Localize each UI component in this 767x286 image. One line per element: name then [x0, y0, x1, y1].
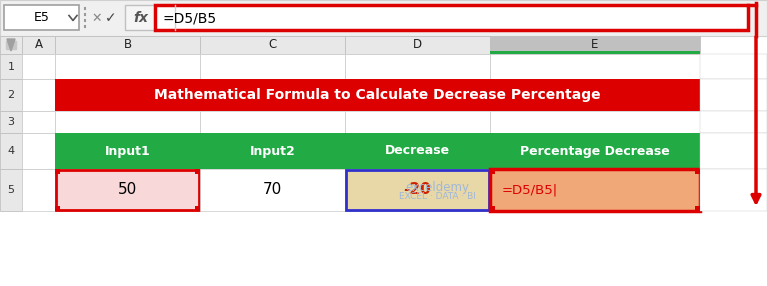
Text: B: B — [123, 39, 132, 51]
Bar — [345, 133, 490, 169]
Bar — [345, 111, 490, 133]
Bar — [490, 51, 700, 54]
Text: fx: fx — [133, 11, 148, 25]
Text: C: C — [268, 39, 277, 51]
Text: D: D — [413, 39, 422, 51]
Bar — [700, 54, 767, 79]
Bar — [346, 170, 489, 210]
Bar — [345, 54, 490, 79]
Bar — [700, 169, 767, 211]
Bar — [55, 133, 200, 169]
Text: 3: 3 — [8, 117, 15, 127]
Bar — [490, 54, 700, 79]
Text: Input1: Input1 — [104, 144, 150, 158]
Bar — [490, 36, 700, 54]
Bar — [0, 169, 22, 211]
Bar — [200, 36, 345, 54]
Bar — [55, 169, 60, 174]
Bar — [0, 111, 22, 133]
Bar — [155, 5, 748, 30]
Text: -20: -20 — [403, 182, 431, 198]
Text: Input2: Input2 — [249, 144, 295, 158]
Text: exceldemy: exceldemy — [406, 181, 469, 194]
Text: Percentage Decrease: Percentage Decrease — [520, 144, 670, 158]
Bar — [125, 5, 155, 30]
Bar — [490, 169, 495, 174]
Bar — [56, 170, 199, 210]
Bar — [200, 54, 345, 79]
Bar — [195, 169, 200, 174]
Text: =D5/B5|: =D5/B5| — [502, 184, 558, 196]
Polygon shape — [7, 39, 15, 51]
Text: =D5/B5: =D5/B5 — [163, 11, 217, 25]
Bar — [345, 36, 490, 54]
Bar — [0, 0, 767, 36]
Bar — [22, 54, 55, 79]
Bar — [200, 133, 345, 169]
Polygon shape — [6, 41, 16, 49]
Bar — [490, 169, 700, 211]
Bar — [0, 79, 22, 111]
Bar — [490, 133, 700, 169]
Text: 4: 4 — [8, 146, 15, 156]
Text: Mathematical Formula to Calculate Decrease Percentage: Mathematical Formula to Calculate Decrea… — [154, 88, 601, 102]
Text: Decrease: Decrease — [385, 144, 450, 158]
Bar — [22, 36, 55, 54]
Text: 2: 2 — [8, 90, 15, 100]
Bar — [0, 54, 22, 79]
Bar — [700, 111, 767, 133]
Bar — [55, 54, 200, 79]
Text: 1: 1 — [8, 61, 15, 72]
Bar — [22, 133, 55, 169]
Bar — [0, 133, 22, 169]
Text: 5: 5 — [8, 185, 15, 195]
Bar — [700, 133, 767, 169]
Text: 50: 50 — [118, 182, 137, 198]
Bar — [490, 206, 495, 211]
Text: ✓: ✓ — [105, 11, 117, 25]
Text: ✕: ✕ — [92, 11, 102, 25]
Bar — [55, 206, 60, 211]
Bar — [22, 79, 55, 111]
Bar — [22, 111, 55, 133]
Bar — [0, 36, 22, 54]
Bar — [22, 169, 55, 211]
Bar — [695, 169, 700, 174]
Bar — [490, 111, 700, 133]
Text: 70: 70 — [263, 182, 282, 198]
Bar — [195, 206, 200, 211]
Bar — [200, 169, 345, 211]
Text: E5: E5 — [34, 11, 49, 24]
Text: A: A — [35, 39, 42, 51]
Bar — [55, 79, 700, 111]
Bar — [695, 206, 700, 211]
Bar — [4, 5, 79, 30]
Text: E: E — [591, 39, 599, 51]
Bar — [200, 111, 345, 133]
Bar — [55, 111, 200, 133]
Bar — [55, 169, 200, 211]
Text: EXCEL · DATA · BI: EXCEL · DATA · BI — [399, 192, 476, 201]
Bar — [55, 36, 200, 54]
Bar — [700, 79, 767, 111]
Bar — [345, 169, 490, 211]
